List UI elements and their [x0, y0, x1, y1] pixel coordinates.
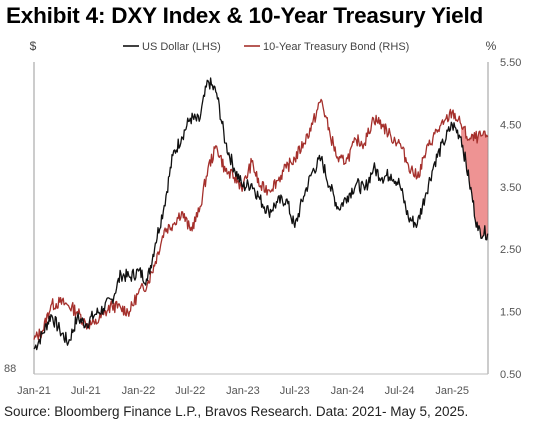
right-tick-label: 5.50: [500, 57, 521, 69]
right-tick-label: 3.50: [500, 182, 521, 194]
x-tick-label: Jul-23: [280, 385, 310, 397]
right-tick-label: 0.50: [500, 369, 521, 381]
x-tick-label: Jul-22: [175, 385, 205, 397]
left-tick-label: 88: [4, 363, 16, 375]
plot-frame: [33, 62, 489, 375]
right-axis-unit: %: [486, 39, 497, 53]
x-tick-label: Jul-21: [71, 385, 101, 397]
right-tick-label: 2.50: [500, 244, 521, 256]
left-axis-unit: $: [30, 39, 37, 53]
series-lines: [33, 77, 489, 351]
source-note: Source: Bloomberg Finance L.P., Bravos R…: [4, 404, 469, 419]
x-tick-label: Jan-23: [226, 385, 260, 397]
yield-gap-shading: [461, 124, 488, 240]
legend: US Dollar (LHS) 10-Year Treasury Bond (RH…: [123, 41, 409, 53]
x-tick-label: Jul-24: [385, 385, 415, 397]
chart-title: Exhibit 4: DXY Index & 10-Year Treasury …: [6, 3, 484, 28]
right-tick-label: 1.50: [500, 307, 521, 319]
yield-gap-area: [461, 124, 488, 240]
series-line-treasury-yield: [33, 98, 489, 341]
legend-label-us-dollar: US Dollar (LHS): [142, 41, 221, 53]
x-tick-label: Jan-21: [17, 385, 51, 397]
x-tick-label: Jan-24: [331, 385, 365, 397]
x-tick-label: Jan-22: [122, 385, 156, 397]
right-tick-label: 4.50: [500, 119, 521, 131]
series-line-us-dollar: [33, 77, 489, 351]
x-tick-label: Jan-25: [435, 385, 469, 397]
legend-label-treasury-yield: 10-Year Treasury Bond (RHS): [263, 41, 409, 53]
